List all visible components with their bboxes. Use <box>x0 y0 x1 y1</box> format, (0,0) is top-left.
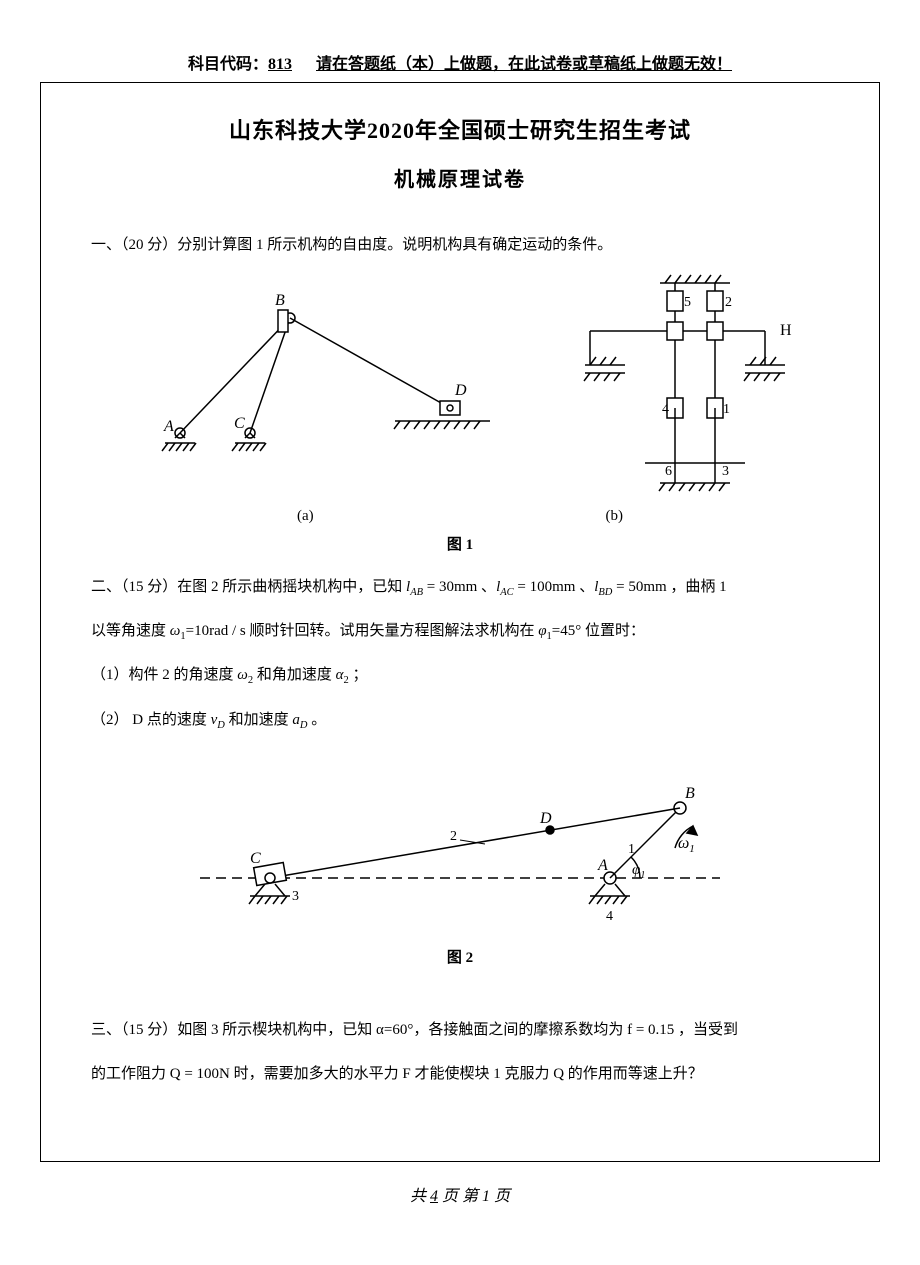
fig1-sub-b: (b) <box>606 508 624 525</box>
fig2-n2: 2 <box>450 829 457 844</box>
p2-s1-prefix: （1）构件 2 的角速度 <box>91 667 237 683</box>
fig1b-label-6: 6 <box>665 464 672 479</box>
title-main: 山东科技大学2020年全国硕士研究生招生考试 <box>91 113 829 145</box>
fig1b-label-2: 2 <box>725 295 732 310</box>
code-value: 813 <box>268 56 292 73</box>
problem1-text: 一、（20 分）分别计算图 1 所示机构的自由度。说明机构具有确定运动的条件。 <box>91 227 829 263</box>
figure2-area: A B C D 1 2 3 4 ω1 φ1 图 2 <box>91 748 829 967</box>
problem2-sub1: （1）构件 2 的角速度 ω2 和角加速度 α2 ； <box>91 657 829 693</box>
header-instruction: 请在答题纸（本）上做题，在此试卷或草稿纸上做题无效！ <box>316 56 732 73</box>
code-label: 科目代码： <box>188 56 268 73</box>
p2-vD-sub: D <box>217 720 225 731</box>
fig2-n1: 1 <box>628 842 635 857</box>
p2-aD: a <box>292 712 300 728</box>
fig2-D: D <box>539 810 552 827</box>
p2-s2-mid: 和加速度 <box>225 712 293 728</box>
problem2-line1: 二、（15 分）在图 2 所示曲柄摇块机构中，已知 lAB = 30mm 、lA… <box>91 569 829 605</box>
fig1-sublabels: (a) (b) <box>91 508 829 525</box>
p2-alpha2: α <box>336 667 344 683</box>
p2-lAB-sub: AB <box>410 587 423 598</box>
content-box: 山东科技大学2020年全国硕士研究生招生考试 机械原理试卷 一、（20 分）分别… <box>40 82 880 1162</box>
p2-l1-prefix: 二、（15 分）在图 2 所示曲柄摇块机构中，已知 <box>91 579 406 595</box>
footer-suffix: 页 <box>490 1188 510 1205</box>
footer-prefix: 共 <box>410 1188 430 1205</box>
p2-phi1-val: =45° 位置时： <box>552 623 645 639</box>
figure1-area: A B C D <box>91 273 829 554</box>
p2-omega1: ω <box>170 623 181 639</box>
fig2-B: B <box>685 785 695 802</box>
fig2-C: C <box>250 850 261 867</box>
page-footer: 共 4 页 第 1 页 <box>40 1182 880 1206</box>
p2-l2-prefix: 以等角速度 <box>91 623 170 639</box>
fig2-label: 图 2 <box>91 946 829 967</box>
p2-lBD-sub: BD <box>598 587 612 598</box>
p2-omega1-val: =10rad / s 顺时针回转。试用矢量方程图解法求机构在 <box>186 623 539 639</box>
p2-lAB-val: = 30mm 、 <box>423 579 496 595</box>
footer-current: 1 <box>482 1188 490 1205</box>
p2-phi1: φ <box>538 623 546 639</box>
problem3-line1: 三、（15 分）如图 3 所示楔块机构中，已知 α=60°，各接触面之间的摩擦系… <box>91 1012 829 1048</box>
fig1b-label-1: 1 <box>723 402 730 417</box>
p2-s1-suffix: ； <box>349 667 368 683</box>
fig1a-label-C: C <box>234 415 245 432</box>
fig1b-label-3: 3 <box>722 464 729 479</box>
fig1a-label-A: A <box>163 418 174 435</box>
fig2-A: A <box>597 857 608 874</box>
p2-lAC-val: = 100mm 、 <box>514 579 595 595</box>
fig1a-label-B: B <box>275 292 285 309</box>
p2-s2-suffix: 。 <box>307 712 326 728</box>
fig1b-label-4: 4 <box>662 402 669 417</box>
problem2-sub2: （2） D 点的速度 vD 和加速度 aD 。 <box>91 702 829 738</box>
fig2-n4: 4 <box>606 909 613 924</box>
p2-s2-prefix: （2） D 点的速度 <box>91 712 211 728</box>
fig1-label: 图 1 <box>91 533 829 554</box>
figure1-svg: A B C D <box>120 273 800 503</box>
page-wrapper: 科目代码：813 请在答题纸（本）上做题，在此试卷或草稿纸上做题无效！ 山东科技… <box>0 0 920 1246</box>
fig2-n3: 3 <box>292 889 299 904</box>
fig1-sub-a: (a) <box>297 508 314 525</box>
p2-s1-mid: 和角加速度 <box>253 667 336 683</box>
fig1a-label-D: D <box>454 382 467 399</box>
p2-lAC-sub: AC <box>500 587 513 598</box>
footer-mid: 页 第 <box>438 1188 482 1205</box>
fig2-omega1: ω1 <box>678 835 695 855</box>
problem3-line2: 的工作阻力 Q = 100N 时，需要加多大的水平力 F 才能使楔块 1 克服力… <box>91 1056 829 1092</box>
header-line: 科目代码：813 请在答题纸（本）上做题，在此试卷或草稿纸上做题无效！ <box>40 50 880 74</box>
p2-omega2: ω <box>237 667 248 683</box>
footer-total: 4 <box>430 1188 438 1205</box>
fig1b-label-5: 5 <box>684 295 691 310</box>
p2-lBD-val: = 50mm ，曲柄 1 <box>612 579 726 595</box>
title-sub: 机械原理试卷 <box>91 163 829 192</box>
figure2-svg: A B C D 1 2 3 4 ω1 φ1 <box>180 748 740 938</box>
problem2-line2: 以等角速度 ω1=10rad / s 顺时针回转。试用矢量方程图解法求机构在 φ… <box>91 613 829 649</box>
fig1b-label-H: H <box>780 322 792 339</box>
